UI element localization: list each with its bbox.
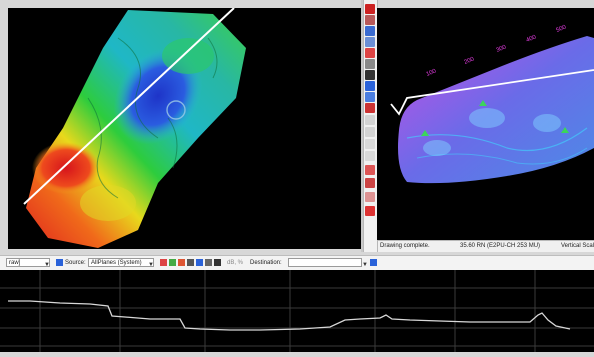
profile-graph (0, 270, 594, 352)
tick-label: 200 (464, 56, 476, 66)
grid-icon[interactable] (365, 59, 375, 69)
right-3d-pane[interactable]: 100 200 300 400 500 (377, 8, 594, 240)
status-bar: Drawing complete. 35.60 RN (E2PU-CH 253 … (378, 240, 594, 252)
profile-icon[interactable] (365, 48, 375, 58)
left-dropdown-value: raw] (9, 260, 21, 266)
zoom-icon[interactable] (365, 4, 375, 14)
vertical-toolbar (363, 0, 378, 252)
export-icon[interactable] (365, 178, 375, 188)
print-icon[interactable] (365, 165, 375, 175)
chevron-down-icon[interactable]: ▼ (44, 262, 50, 268)
left-dropdown[interactable]: raw] (6, 258, 50, 267)
record-icon[interactable] (365, 206, 375, 216)
section-tick-labels: 100 200 300 400 500 (426, 24, 568, 78)
color-ramp-icon[interactable] (160, 259, 167, 266)
grid-view-icon[interactable] (196, 259, 203, 266)
elevation-map-view (23, 7, 246, 248)
select-icon[interactable] (365, 92, 375, 102)
fill-icon[interactable] (365, 70, 375, 80)
profile-line (8, 300, 571, 331)
layer-icon[interactable] (365, 26, 375, 36)
profile-toolbar: raw] ▼ Source: AllPlanes (System) ▼ dB, … (0, 255, 594, 271)
extra-tool-icon[interactable] (365, 192, 375, 202)
status-scale: Vertical Scale (561, 243, 594, 249)
unit-label: dB, % (227, 260, 244, 266)
measure-icon[interactable] (365, 37, 375, 47)
source-dropdown[interactable]: AllPlanes (System) (88, 258, 154, 267)
pan-icon[interactable] (365, 15, 375, 25)
source-label: Source: (65, 260, 86, 266)
redo-icon[interactable] (365, 151, 375, 161)
tick-label: 400 (526, 34, 538, 44)
list-view-icon[interactable] (205, 259, 212, 266)
undo-icon[interactable] (365, 139, 375, 149)
pane-splitter[interactable] (251, 8, 361, 249)
destination-label: Destination: (250, 260, 282, 266)
section-line-3d (390, 69, 594, 116)
fill-view-icon[interactable] (214, 259, 221, 266)
source-icon (56, 259, 63, 266)
profile-graph-pane[interactable] (0, 270, 594, 352)
source-dropdown-value: AllPlanes (System) (91, 260, 142, 266)
flip-icon[interactable] (178, 259, 185, 266)
swap-icon[interactable] (169, 259, 176, 266)
left-map-pane[interactable] (8, 7, 251, 249)
rotate-icon[interactable] (365, 127, 375, 137)
table-icon[interactable] (187, 259, 194, 266)
chevron-down-icon[interactable]: ▼ (148, 262, 154, 268)
tick-label: 100 (426, 68, 438, 78)
paste-icon[interactable] (365, 115, 375, 125)
stats-icon[interactable] (365, 81, 375, 91)
status-message: Drawing complete. (380, 243, 430, 249)
copy-icon[interactable] (365, 103, 375, 113)
chevron-down-icon[interactable]: ▼ (362, 262, 368, 268)
status-coordinates: 35.60 RN (E2PU-CH 253 MU) (460, 243, 541, 249)
tick-label: 300 (496, 44, 508, 54)
settings-icon[interactable] (370, 259, 377, 266)
tick-label: 500 (556, 24, 568, 34)
3d-surface-view: 100 200 300 400 500 (390, 24, 594, 184)
section-line (23, 7, 235, 205)
destination-dropdown[interactable] (288, 258, 362, 267)
